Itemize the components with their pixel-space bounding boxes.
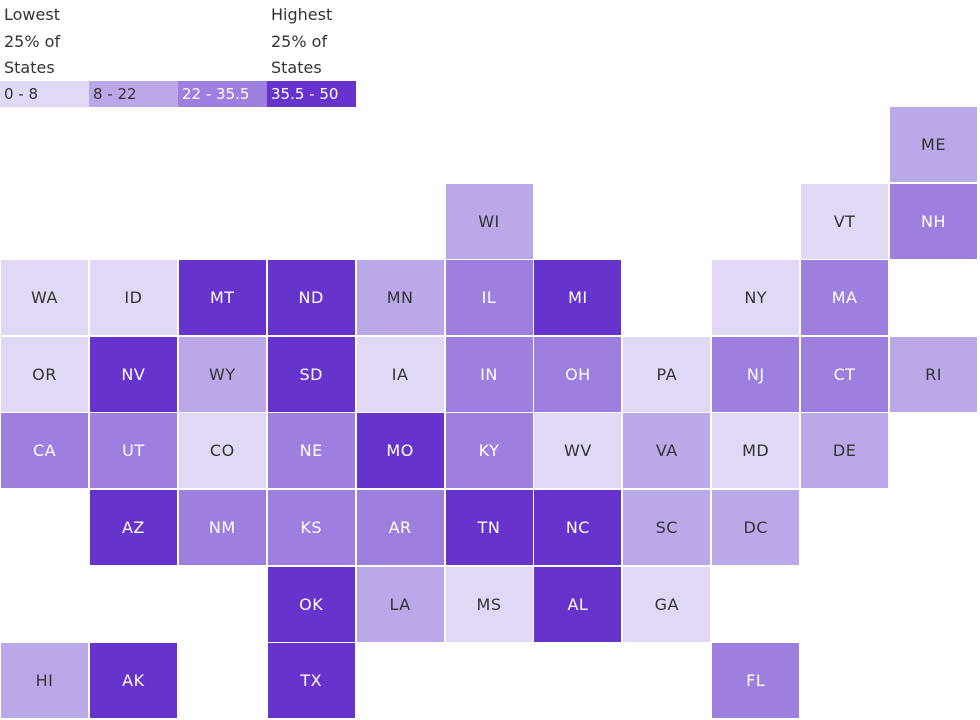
state-tile-sd: SD (267, 336, 355, 412)
legend-swatch-1: 8 - 22 (89, 81, 178, 107)
state-tile-wy: WY (178, 336, 266, 412)
state-tile-sc: SC (623, 490, 711, 565)
state-tile-ga: GA (623, 566, 711, 642)
state-tile-de: DE (801, 413, 889, 489)
legend-low-caption: Lowest 25% of States (4, 5, 61, 77)
state-tile-id: ID (89, 260, 177, 336)
state-tile-ne: NE (267, 413, 355, 489)
state-tile-az: AZ (89, 490, 177, 565)
state-tile-mo: MO (356, 413, 444, 489)
state-tile-oh: OH (534, 336, 622, 412)
state-tile-ut: UT (89, 413, 177, 489)
state-tile-va: VA (623, 413, 711, 489)
state-tile-wv: WV (534, 413, 622, 489)
state-tile-me: ME (890, 107, 977, 182)
state-tile-ct: CT (801, 336, 889, 412)
state-tile-ms: MS (445, 566, 533, 642)
state-tile-wi: WI (445, 183, 533, 259)
state-tile-in: IN (445, 336, 533, 412)
state-tile-nc: NC (534, 490, 622, 565)
state-tile-la: LA (356, 566, 444, 642)
state-tile-co: CO (178, 413, 266, 489)
state-tile-dc: DC (712, 490, 800, 565)
state-tile-al: AL (534, 566, 622, 642)
state-tile-ky: KY (445, 413, 533, 489)
state-tile-ak: AK (89, 643, 177, 719)
state-tile-tn: TN (445, 490, 533, 565)
state-tile-tx: TX (267, 643, 355, 719)
state-tile-ca: CA (1, 413, 88, 489)
state-tile-ok: OK (267, 566, 355, 642)
legend-swatch-2: 22 - 35.5 (178, 81, 267, 107)
state-tile-pa: PA (623, 336, 711, 412)
state-tile-ma: MA (801, 260, 889, 336)
legend-swatch-0: 0 - 8 (0, 81, 89, 107)
state-tile-mi: MI (534, 260, 622, 336)
state-tile-fl: FL (712, 643, 800, 719)
state-tile-mt: MT (178, 260, 266, 336)
state-tile-nd: ND (267, 260, 355, 336)
state-tile-nv: NV (89, 336, 177, 412)
state-tile-il: IL (445, 260, 533, 336)
state-tile-or: OR (1, 336, 88, 412)
state-tile-nm: NM (178, 490, 266, 565)
state-tile-nj: NJ (712, 336, 800, 412)
state-tile-md: MD (712, 413, 800, 489)
state-tile-mn: MN (356, 260, 444, 336)
legend-high-caption: Highest 25% of States (271, 5, 333, 77)
state-tile-ri: RI (890, 336, 977, 412)
state-tile-ar: AR (356, 490, 444, 565)
state-tile-ks: KS (267, 490, 355, 565)
state-tile-ny: NY (712, 260, 800, 336)
state-tile-ia: IA (356, 336, 444, 412)
state-tile-nh: NH (890, 183, 977, 259)
state-tile-vt: VT (801, 183, 889, 259)
state-tile-hi: HI (1, 643, 88, 719)
state-tile-wa: WA (1, 260, 88, 336)
legend-swatch-3: 35.5 - 50 (267, 81, 356, 107)
